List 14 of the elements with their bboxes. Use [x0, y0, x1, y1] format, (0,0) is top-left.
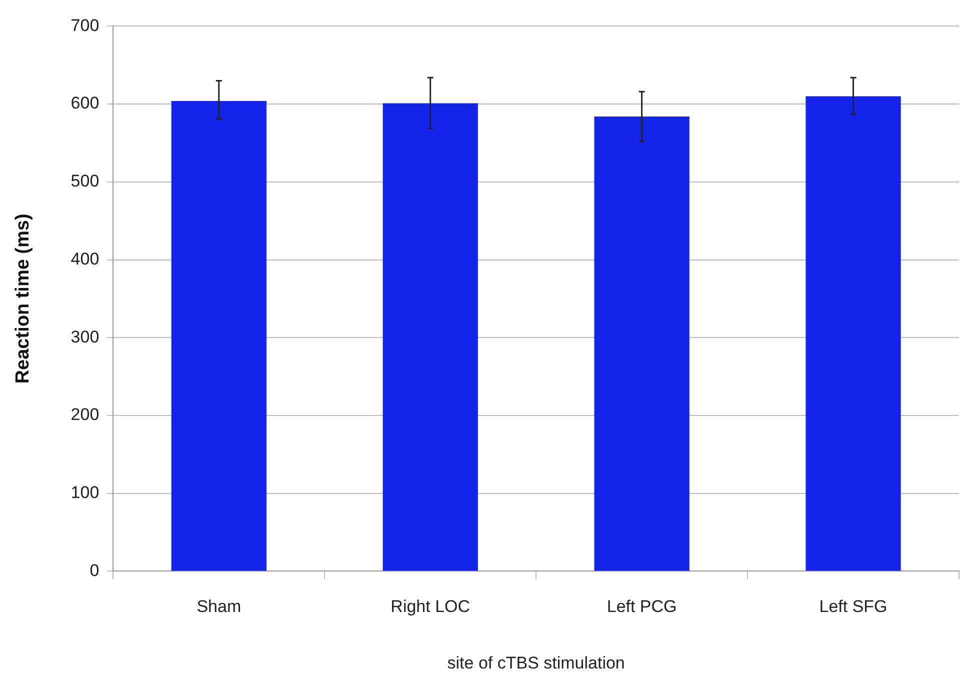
- y-axis-title: Reaction time (ms): [12, 214, 34, 384]
- y-tick-label: 600: [70, 94, 100, 113]
- y-tick-label: 100: [70, 483, 100, 502]
- y-tick-label: 500: [70, 172, 100, 191]
- x-tick-label: Left PCG: [606, 597, 677, 616]
- x-tick-label: Right LOC: [390, 597, 470, 616]
- y-tick-label: 0: [90, 560, 100, 580]
- y-tick-label: 200: [70, 405, 100, 424]
- y-tick-label: 700: [70, 16, 100, 35]
- x-axis-title: site of cTBS stimulation: [447, 653, 625, 672]
- x-tick-label: Left SFG: [819, 597, 888, 616]
- y-tick-label: 300: [70, 327, 100, 346]
- y-tick-label: 400: [70, 249, 100, 268]
- x-tick-label: Sham: [196, 597, 242, 616]
